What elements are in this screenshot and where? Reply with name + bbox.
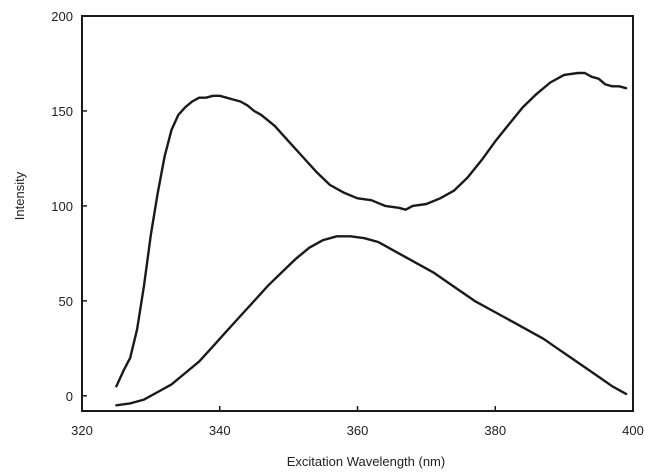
- x-axis-label: Excitation Wavelength (nm): [287, 454, 445, 469]
- series-1-line: [115, 71, 628, 388]
- x-tick-label: 360: [347, 423, 369, 438]
- y-axis: 0 50 100 150 200: [51, 9, 87, 404]
- plot-frame: [81, 15, 634, 412]
- y-tick-label: 100: [51, 199, 73, 214]
- y-tick-label: 200: [51, 9, 73, 24]
- y-tick-label: 50: [59, 294, 73, 309]
- series-group: [115, 71, 628, 407]
- x-tick-label: 380: [484, 423, 506, 438]
- plot-area: [81, 15, 634, 412]
- x-tick-label: 320: [71, 423, 93, 438]
- x-axis: 320 340 360 380 400: [71, 406, 644, 438]
- y-tick-label: 150: [51, 104, 73, 119]
- series-2-line: [115, 235, 628, 407]
- y-axis-label: Intensity: [12, 171, 27, 220]
- y-tick-label: 0: [66, 389, 73, 404]
- x-tick-label: 340: [209, 423, 231, 438]
- x-tick-label: 400: [622, 423, 644, 438]
